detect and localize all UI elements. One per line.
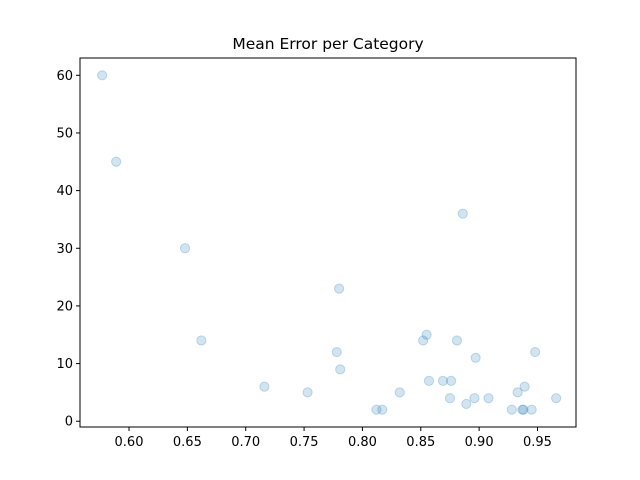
data-point-29 bbox=[526, 404, 537, 415]
data-point-25 bbox=[512, 387, 523, 398]
y-tick-label-1: 10 bbox=[56, 357, 73, 372]
data-point-22 bbox=[470, 352, 481, 363]
data-point-3 bbox=[196, 335, 207, 346]
x-tick-label-1: 0.65 bbox=[173, 435, 202, 450]
data-point-23 bbox=[483, 393, 494, 404]
data-point-1 bbox=[111, 156, 122, 167]
data-point-2 bbox=[179, 243, 191, 254]
y-tick-label-5: 50 bbox=[56, 126, 73, 141]
data-points bbox=[97, 70, 562, 415]
data-point-27 bbox=[518, 404, 529, 415]
x-tick-label-0: 0.60 bbox=[115, 435, 144, 450]
data-point-20 bbox=[461, 398, 472, 410]
data-point-6 bbox=[331, 346, 342, 358]
data-point-0 bbox=[97, 70, 108, 81]
data-point-16 bbox=[444, 393, 456, 404]
y-axis-ticks: 0 10 20 30 40 50 60 bbox=[56, 69, 80, 430]
data-point-14 bbox=[423, 375, 435, 386]
data-point-30 bbox=[530, 346, 541, 358]
data-point-7 bbox=[333, 283, 345, 294]
data-point-15 bbox=[437, 375, 449, 386]
x-tick-label-6: 0.90 bbox=[465, 435, 494, 450]
y-tick-label-2: 20 bbox=[56, 299, 73, 314]
data-point-18 bbox=[451, 335, 463, 346]
y-tick-label-6: 60 bbox=[56, 69, 73, 84]
data-point-5 bbox=[302, 387, 313, 398]
x-tick-label-3: 0.75 bbox=[290, 435, 319, 450]
y-tick-label-0: 0 bbox=[65, 415, 73, 430]
chart-title: Mean Error per Category bbox=[232, 35, 423, 53]
data-point-8 bbox=[335, 364, 346, 375]
data-point-12 bbox=[418, 335, 429, 346]
y-tick-label-3: 30 bbox=[56, 242, 73, 257]
x-axis-ticks: 0.60 0.65 0.70 0.75 0.80 0.85 0.90 0.95 bbox=[115, 427, 552, 450]
data-point-4 bbox=[259, 381, 270, 392]
x-tick-label-4: 0.80 bbox=[348, 435, 377, 450]
data-point-17 bbox=[446, 375, 457, 386]
data-point-11 bbox=[394, 387, 405, 398]
x-tick-label-5: 0.85 bbox=[406, 435, 435, 450]
data-point-24 bbox=[506, 404, 517, 415]
data-point-13 bbox=[421, 329, 432, 340]
data-point-19 bbox=[457, 208, 468, 219]
data-point-10 bbox=[377, 404, 388, 415]
data-point-9 bbox=[371, 404, 382, 415]
y-tick-label-4: 40 bbox=[56, 184, 73, 199]
x-tick-label-7: 0.95 bbox=[523, 435, 552, 450]
data-point-31 bbox=[551, 393, 562, 404]
data-point-28 bbox=[519, 381, 530, 392]
data-point-26 bbox=[517, 404, 528, 415]
plot-area-frame bbox=[79, 57, 577, 428]
data-point-21 bbox=[469, 393, 480, 404]
x-tick-label-2: 0.70 bbox=[231, 435, 260, 450]
